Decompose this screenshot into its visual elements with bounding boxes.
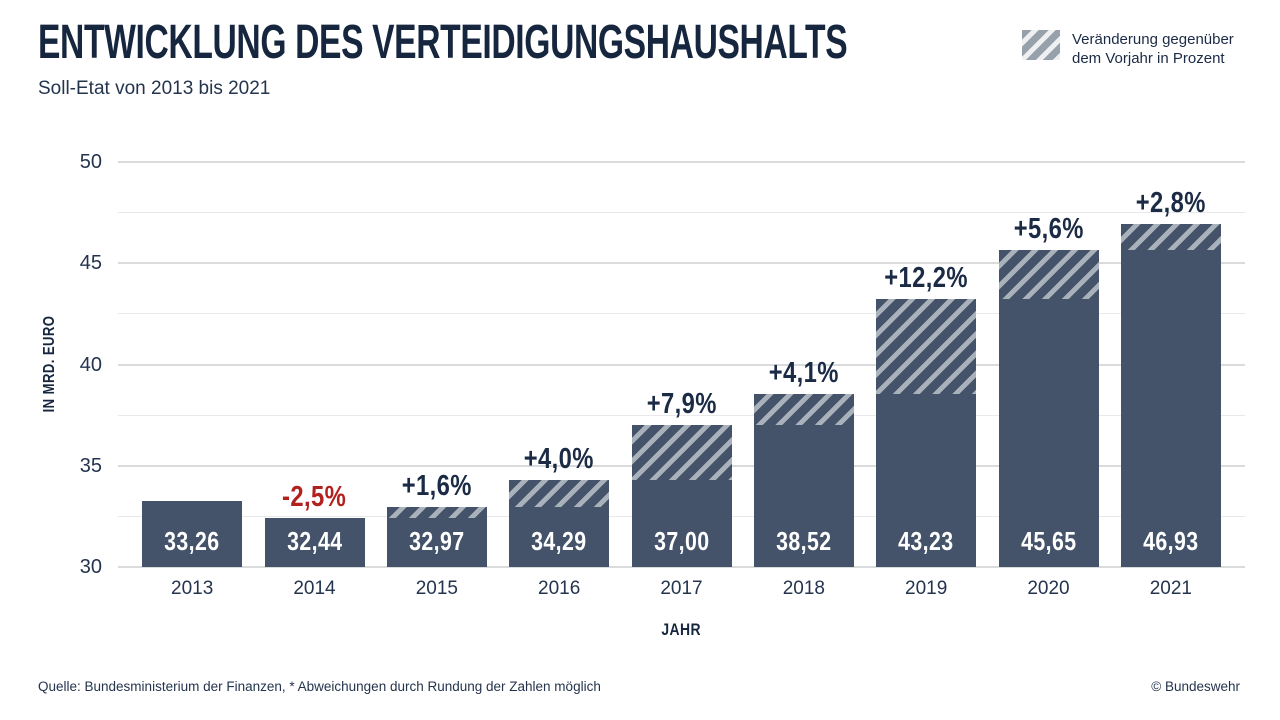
bar-change-label: +12,2% — [851, 263, 1001, 293]
bar-change-label: +2,8% — [1096, 188, 1246, 218]
gridline — [118, 414, 1245, 416]
bar-change-label: -2,5% — [240, 482, 390, 512]
bar-change-label: +4,1% — [729, 358, 879, 388]
bar-2020 — [998, 299, 1099, 567]
source-note: Quelle: Bundesministerium der Finanzen, … — [38, 679, 601, 694]
x-tick-label: 2021 — [1149, 578, 1192, 599]
bar-value-label-text: 34,29 — [531, 526, 587, 556]
gridline — [118, 161, 1245, 163]
bar-value-label-text: 38,52 — [776, 526, 832, 556]
subtitle: Soll-Etat von 2013 bis 2021 — [38, 78, 271, 99]
bar-change-hatch — [386, 506, 487, 518]
x-tick-label: 2020 — [1027, 578, 1070, 599]
bar-value-label-text: 32,97 — [409, 526, 465, 556]
gridline — [118, 363, 1245, 366]
bar-value-label-text: 45,65 — [1020, 526, 1077, 556]
bar-value-label: 34,29 — [509, 527, 609, 555]
x-tick-label: 2017 — [660, 578, 703, 599]
y-tick-label: 45 — [79, 252, 102, 275]
bar-change-label-text: +4,1% — [768, 357, 839, 390]
legend-label-line1: Veränderung gegenüber — [1072, 31, 1234, 48]
x-tick-label: 2019 — [905, 578, 948, 599]
bar-change-label-text: -2,5% — [282, 480, 347, 513]
bar-change-hatch — [509, 480, 610, 507]
bar-value-label-text: 46,93 — [1143, 526, 1199, 556]
legend-label-line2: dem Vorjahr in Prozent — [1072, 50, 1225, 67]
bar-change-hatch — [876, 299, 977, 395]
bar-change-label-text: +12,2% — [884, 262, 969, 295]
bar-value-label: 32,44 — [265, 527, 365, 555]
x-tick-label: 2018 — [782, 578, 825, 599]
bar-value-label: 32,97 — [387, 527, 487, 555]
x-axis-title: JAHR — [581, 620, 781, 640]
bar-2021 — [1120, 250, 1221, 567]
bar-value-label: 37,00 — [632, 527, 732, 555]
gridline — [118, 212, 1245, 214]
page-title: ENTWICKLUNG DES VERTEIDIGUNGSHAUSHALTS — [38, 18, 1194, 68]
gridline — [118, 566, 1245, 568]
legend-label: Veränderung gegenüber dem Vorjahr in Pro… — [1072, 30, 1234, 68]
y-tick-label: 50 — [79, 151, 102, 173]
gridline — [118, 262, 1245, 265]
page-title-text: ENTWICKLUNG DES VERTEIDIGUNGSHAUSHALTS — [38, 16, 848, 69]
bar-change-hatch — [631, 425, 732, 481]
bar-change-hatch — [753, 394, 854, 426]
gridline — [118, 313, 1245, 315]
bar-value-label-text: 37,00 — [653, 526, 710, 556]
bar-change-label-text: +4,0% — [524, 443, 595, 476]
bar-2014 — [264, 517, 365, 567]
x-axis-title-text: JAHR — [661, 620, 701, 639]
bar-change-label: +4,0% — [484, 444, 634, 474]
x-tick-label: 2014 — [293, 578, 336, 599]
hatch-legend-swatch — [1022, 30, 1060, 60]
bar-change-label-text: +5,6% — [1013, 213, 1084, 246]
bar-change-label-text: +7,9% — [646, 388, 717, 421]
bar-value-label: 45,65 — [999, 527, 1099, 555]
y-tick-label: 40 — [79, 353, 102, 376]
bar-2016 — [509, 506, 610, 567]
y-tick-label: 35 — [79, 454, 102, 477]
bar-change-hatch — [1120, 224, 1221, 251]
x-tick-label: 2015 — [415, 578, 458, 599]
bar-value-label: 38,52 — [754, 527, 854, 555]
bar-change-label: +7,9% — [607, 389, 757, 419]
bar-value-label: 46,93 — [1121, 527, 1221, 555]
bar-2018 — [753, 425, 854, 567]
bar-value-label-text: 43,23 — [898, 526, 954, 556]
bar-change-hatch — [998, 250, 1099, 300]
bar-value-label-text: 33,26 — [164, 526, 220, 556]
bar-value-label: 33,26 — [142, 527, 242, 555]
legend: Veränderung gegenüber dem Vorjahr in Pro… — [1022, 30, 1234, 68]
bar-2019 — [876, 394, 977, 567]
bar-change-label: +5,6% — [974, 214, 1124, 244]
bar-value-label: 43,23 — [876, 527, 976, 555]
bar-value-label-text: 32,44 — [286, 526, 343, 556]
bar-2017 — [631, 480, 732, 567]
bar-2015 — [386, 517, 487, 567]
y-tick-label: 30 — [79, 556, 102, 578]
bar-2013 — [142, 500, 243, 567]
bar-change-label-text: +1,6% — [401, 469, 472, 502]
x-tick-label: 2016 — [538, 578, 581, 599]
x-tick-label: 2013 — [171, 578, 214, 599]
bar-change-label: +1,6% — [362, 471, 512, 501]
bar-change-label-text: +2,8% — [1135, 187, 1206, 220]
copyright: © Bundeswehr — [1151, 679, 1240, 694]
